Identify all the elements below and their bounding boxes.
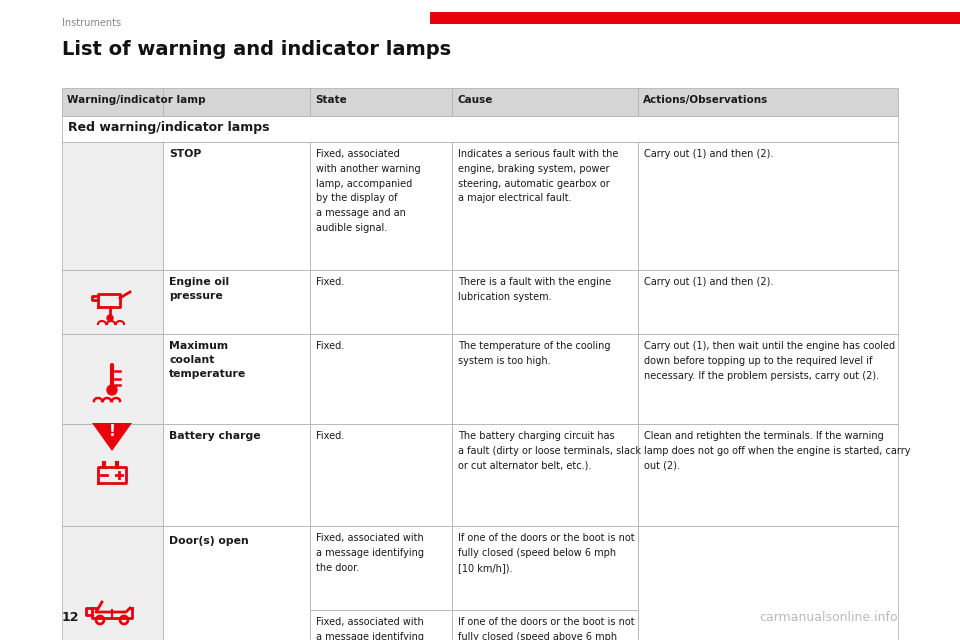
Bar	[163, 334, 310, 424]
Text: Fixed, associated with
a message identifying
the door, together with
an audible : Fixed, associated with a message identif…	[316, 617, 429, 640]
Text: Red warning/indicator lamps: Red warning/indicator lamps	[68, 121, 270, 134]
Bar	[638, 142, 898, 270]
Text: List of warning and indicator lamps: List of warning and indicator lamps	[62, 40, 451, 59]
Bar	[452, 142, 638, 270]
Bar	[452, 270, 638, 334]
Bar	[430, 12, 960, 24]
Text: Carry out (1), then wait until the engine has cooled
down before topping up to t: Carry out (1), then wait until the engin…	[644, 341, 895, 381]
Bar	[163, 424, 310, 526]
Text: If one of the doors or the boot is not
fully closed (speed below 6 mph
[10 km/h]: If one of the doors or the boot is not f…	[458, 533, 635, 573]
Text: Maximum
coolant
temperature: Maximum coolant temperature	[169, 341, 247, 379]
Bar	[163, 270, 310, 334]
Text: The temperature of the cooling
system is too high.: The temperature of the cooling system is…	[458, 341, 611, 366]
Text: 12: 12	[62, 611, 80, 624]
Text: Clean and retighten the terminals. If the warning
lamp does not go off when the : Clean and retighten the terminals. If th…	[644, 431, 910, 470]
Text: State: State	[315, 95, 347, 105]
Bar	[62, 142, 163, 270]
Text: Fixed, associated
with another warning
lamp, accompanied
by the display of
a mes: Fixed, associated with another warning l…	[316, 149, 420, 233]
Text: Carry out (1) and then (2).: Carry out (1) and then (2).	[644, 149, 774, 159]
Bar	[62, 334, 163, 424]
Bar	[310, 334, 452, 424]
Circle shape	[107, 385, 117, 395]
Bar	[452, 334, 638, 424]
Bar	[310, 526, 452, 610]
Bar	[163, 142, 310, 270]
Bar	[452, 424, 638, 526]
Text: Door(s) open: Door(s) open	[169, 536, 249, 546]
Text: There is a fault with the engine
lubrication system.: There is a fault with the engine lubrica…	[458, 277, 612, 302]
Text: Indicates a serious fault with the
engine, braking system, power
steering, autom: Indicates a serious fault with the engin…	[458, 149, 618, 204]
Text: Warning/indicator lamp: Warning/indicator lamp	[67, 95, 205, 105]
Text: Engine oil
pressure: Engine oil pressure	[169, 277, 229, 301]
Text: The battery charging circuit has
a fault (dirty or loose terminals, slack
or cut: The battery charging circuit has a fault…	[458, 431, 641, 470]
Text: Instruments: Instruments	[62, 18, 121, 28]
Bar	[62, 116, 898, 142]
Bar	[62, 270, 163, 334]
Bar	[310, 610, 452, 640]
Text: Carry out (1) and then (2).: Carry out (1) and then (2).	[644, 277, 774, 287]
Bar	[62, 526, 163, 640]
Bar	[62, 424, 163, 526]
Text: If one of the doors or the boot is not
fully closed (speed above 6 mph
[10 km/h]: If one of the doors or the boot is not f…	[458, 617, 635, 640]
Text: Fixed, associated with
a message identifying
the door.: Fixed, associated with a message identif…	[316, 533, 424, 573]
Bar	[163, 526, 310, 640]
Polygon shape	[92, 423, 132, 451]
Text: !: !	[108, 424, 115, 440]
Bar	[310, 270, 452, 334]
Bar	[638, 526, 898, 640]
Text: carmanualsonline.info: carmanualsonline.info	[759, 611, 898, 624]
Text: Fixed.: Fixed.	[316, 431, 345, 441]
Bar	[62, 88, 898, 116]
Bar	[638, 334, 898, 424]
Bar	[452, 610, 638, 640]
Text: STOP: STOP	[169, 149, 202, 159]
Text: Cause: Cause	[457, 95, 492, 105]
Circle shape	[107, 315, 113, 321]
Bar	[452, 526, 638, 610]
Text: Fixed.: Fixed.	[316, 341, 345, 351]
Text: Battery charge: Battery charge	[169, 431, 260, 441]
Text: Fixed.: Fixed.	[316, 277, 345, 287]
Bar	[638, 270, 898, 334]
Bar	[310, 142, 452, 270]
Text: Actions/Observations: Actions/Observations	[643, 95, 768, 105]
Bar	[638, 424, 898, 526]
Bar	[310, 424, 452, 526]
